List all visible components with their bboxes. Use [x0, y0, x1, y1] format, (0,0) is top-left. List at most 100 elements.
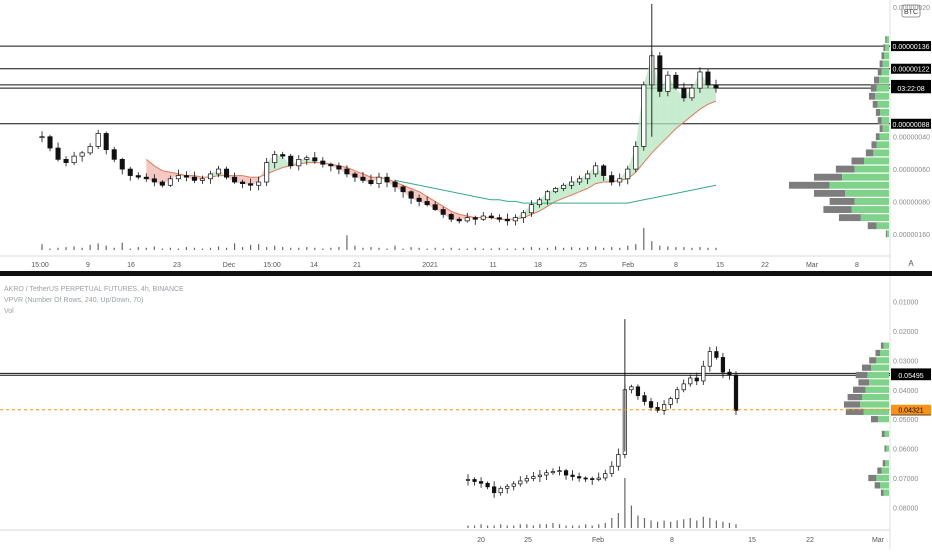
- volume-bar: [250, 244, 252, 250]
- volume-profile-down: [867, 222, 877, 230]
- volume-bar: [514, 248, 517, 250]
- volume-bar: [306, 247, 308, 250]
- volume-bar: [338, 247, 340, 250]
- candle-body: [464, 217, 470, 222]
- volume-bar: [627, 245, 629, 250]
- volume-profile-down: [885, 36, 887, 44]
- candle-body: [673, 74, 679, 89]
- volume-bar: [570, 247, 573, 250]
- volume-profile-down: [870, 84, 877, 92]
- volume-bar: [482, 248, 484, 250]
- x-tick-label: 22: [806, 537, 814, 544]
- volume-bar: [538, 247, 541, 250]
- auto-scale-button-label: A: [908, 259, 914, 268]
- candle-body: [688, 377, 693, 385]
- volume-bar: [49, 248, 51, 250]
- candle-body: [135, 175, 141, 178]
- countdown-label: 03:22:08: [897, 86, 924, 93]
- candle-body: [264, 162, 270, 183]
- candle-body: [472, 479, 477, 482]
- candle-body: [577, 178, 583, 183]
- candle-body: [432, 204, 438, 210]
- y-tick-label: 0.00000040: [893, 135, 930, 142]
- volume-bar: [643, 518, 646, 528]
- volume-bar: [434, 247, 436, 250]
- x-tick-label: Dec: [223, 262, 236, 269]
- candle-body: [596, 477, 601, 480]
- volume-profile-down: [855, 371, 868, 379]
- volume-profile-down: [862, 364, 871, 371]
- candle-body: [633, 146, 639, 170]
- candle-body: [609, 465, 614, 474]
- volume-profile-down: [829, 198, 855, 205]
- volume-profile-up: [876, 357, 889, 364]
- volume-bar: [153, 246, 155, 250]
- x-tick-label: 25: [579, 262, 587, 269]
- candle-body: [103, 133, 109, 151]
- candle-body: [159, 181, 165, 186]
- volume-profile-up: [876, 474, 889, 482]
- candle-body: [701, 365, 706, 382]
- volume-profile-up: [882, 60, 889, 68]
- candle-body: [344, 168, 350, 175]
- volume-profile-down: [844, 401, 861, 408]
- volume-bar: [394, 245, 396, 250]
- legend-symbol[interactable]: AKRO / TetherUS PERPETUAL FUTURES, 4h, B…: [4, 286, 184, 293]
- candle-body: [585, 173, 591, 180]
- volume-profile-up: [884, 52, 889, 60]
- candle-body: [79, 152, 85, 157]
- pane-separator[interactable]: [0, 271, 932, 276]
- auto-scale-button[interactable]: A: [904, 257, 918, 269]
- volume-bar: [225, 247, 228, 250]
- volume-bar: [578, 525, 580, 528]
- candle-body: [127, 168, 133, 176]
- candle-body: [175, 175, 181, 180]
- candle-body: [641, 84, 647, 147]
- candle-body: [224, 168, 230, 178]
- candle-body: [416, 197, 422, 202]
- x-tick-label: 9: [86, 262, 90, 269]
- volume-profile-up: [869, 379, 889, 386]
- bottom-pane[interactable]: [0, 276, 932, 550]
- volume-bar: [282, 247, 284, 250]
- volume-bar: [715, 520, 717, 528]
- volume-bar: [552, 523, 554, 528]
- candle-body: [727, 371, 732, 376]
- volume-profile-down: [835, 165, 855, 173]
- volume-profile-up: [854, 165, 889, 173]
- y-tick-label: 0.03000: [893, 358, 918, 365]
- candle-body: [232, 176, 238, 183]
- volume-profile-down: [858, 379, 870, 386]
- candle-body: [256, 181, 262, 186]
- x-tick-label: 15:00: [263, 262, 281, 269]
- candle-body: [119, 159, 125, 170]
- candle-body: [207, 173, 214, 180]
- volume-profile-down: [875, 133, 880, 141]
- legend-indicator[interactable]: VPVR (Number Of Rows, 240, Up/Down, 70): [4, 297, 143, 304]
- volume-bar: [696, 520, 698, 528]
- volume-bar: [346, 235, 348, 250]
- volume-profile-down: [869, 92, 876, 100]
- volume-bar: [185, 247, 188, 250]
- ma-fill-segment: [146, 159, 155, 183]
- volume-profile-down: [875, 108, 881, 116]
- volume-bar: [473, 525, 476, 528]
- volume-profile-down: [881, 430, 885, 438]
- volume-profile-up: [880, 482, 889, 489]
- candle-body: [199, 178, 206, 181]
- volume-bar: [643, 228, 645, 250]
- legend-volume[interactable]: Vol: [4, 308, 14, 315]
- volume-profile-down: [868, 474, 877, 482]
- candle-body: [408, 191, 414, 199]
- x-tick-label: Feb: [622, 262, 634, 269]
- currency-badge-label: BTC: [904, 9, 918, 16]
- volume-profile-down: [885, 230, 888, 238]
- candle-body: [714, 351, 719, 358]
- currency-badge[interactable]: BTC: [901, 4, 921, 18]
- volume-profile-down: [869, 357, 877, 364]
- volume-bar: [73, 246, 75, 250]
- y-tick-label: 0.00000080: [893, 199, 930, 206]
- volume-profile-down: [871, 141, 877, 149]
- volume-bar: [137, 247, 139, 250]
- top-pane[interactable]: [0, 0, 932, 272]
